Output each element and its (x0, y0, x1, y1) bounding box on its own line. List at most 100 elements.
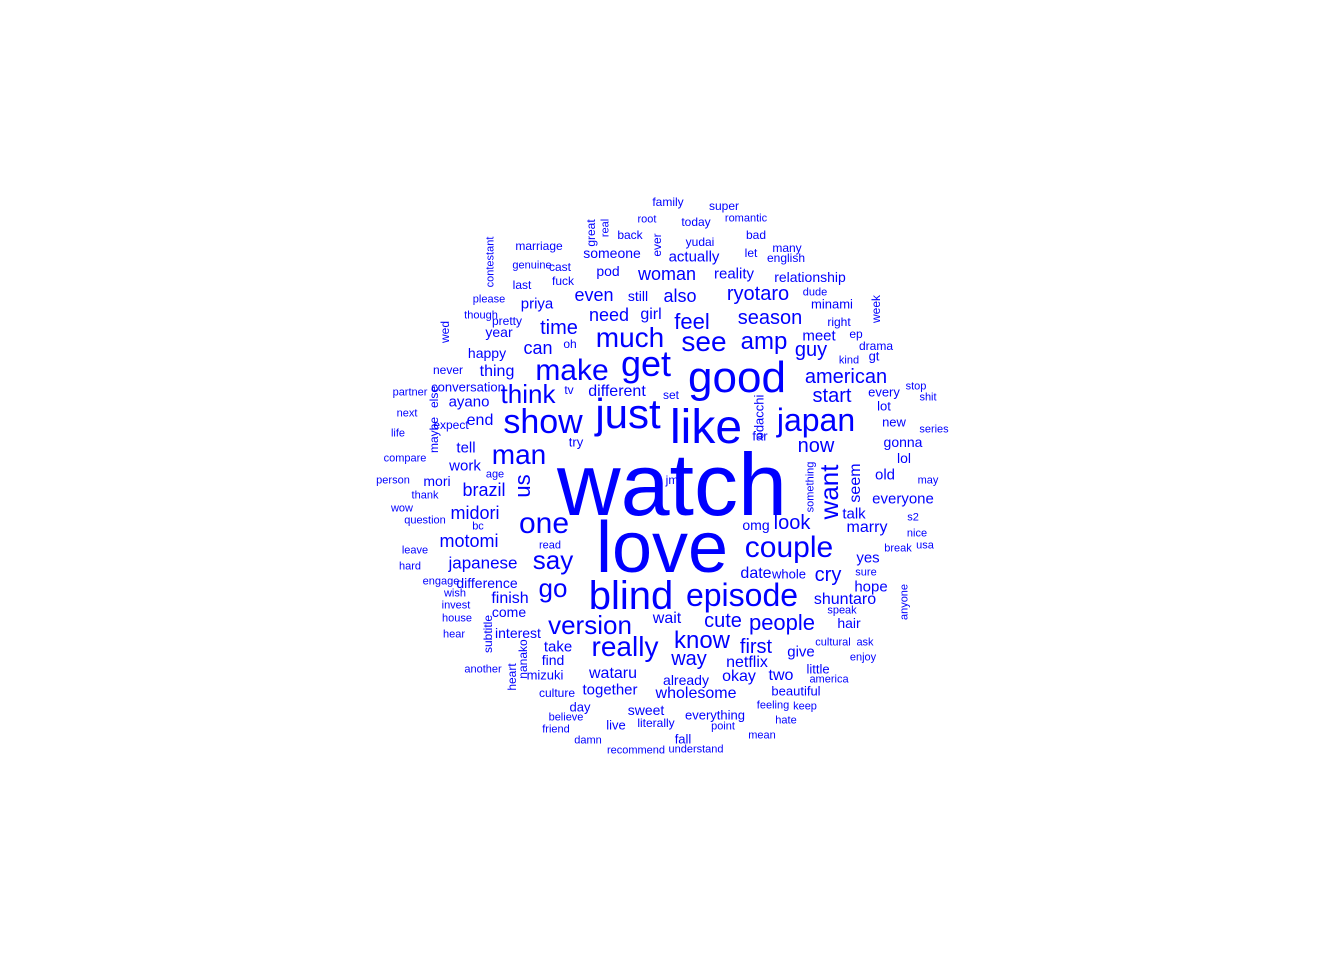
word-brazil: brazil (462, 480, 506, 500)
word-keep: keep (793, 700, 817, 713)
word-know: know (673, 627, 731, 654)
word-stop: stop (905, 380, 927, 393)
word-yudai: yudai (685, 235, 715, 249)
word-sure: sure (855, 566, 877, 579)
word-even: even (574, 285, 614, 305)
word-still: still (627, 288, 649, 304)
word-mean: mean (748, 729, 776, 742)
word-cute: cute (704, 610, 742, 632)
word-japan: japan (776, 402, 856, 438)
word-super: super (708, 199, 740, 213)
word-also: also (663, 286, 697, 306)
word-together: together (582, 681, 638, 699)
word-end: end (466, 412, 494, 429)
word-read: read (538, 539, 562, 552)
word-omg: omg (742, 517, 770, 533)
word-hard: hard (398, 560, 422, 573)
word-gonna: gonna (883, 434, 923, 450)
word-subtitle: subtitle (481, 614, 495, 654)
word-back: back (617, 228, 643, 242)
word-bad: bad (745, 228, 767, 242)
word-america: america (809, 673, 849, 686)
word-man: man (491, 439, 547, 470)
word-literally: literally (637, 716, 675, 730)
word-already: already (663, 672, 709, 688)
word-new: new (882, 414, 906, 430)
word-happy: happy (467, 345, 507, 361)
word-english: english (766, 251, 806, 265)
word-midori: midori (450, 503, 500, 523)
word-girl: girl (640, 306, 662, 323)
word-series: series (919, 423, 949, 436)
word-partner: partner (392, 386, 428, 399)
word-get: get (620, 343, 672, 384)
word-life: life (390, 427, 406, 440)
word-need: need (588, 305, 630, 325)
word-sweet: sweet (627, 702, 665, 718)
word-expect: expect (433, 418, 469, 432)
word-conversation: conversation (431, 379, 505, 395)
word-age: age (485, 468, 505, 481)
word-episode: episode (685, 577, 799, 613)
word-hair: hair (837, 615, 861, 631)
word-like: like (669, 401, 743, 454)
word-tell: tell (456, 439, 476, 457)
word-hear: hear (442, 628, 466, 641)
word-week: week (869, 294, 883, 324)
word-good: good (688, 353, 786, 402)
word-minami: minami (811, 296, 853, 312)
word-relationship: relationship (774, 269, 846, 285)
word-pod: pod (596, 263, 620, 279)
word-can: can (523, 338, 553, 358)
word-okay: okay (722, 668, 756, 685)
word-another: another (464, 663, 502, 676)
word-give: give (787, 643, 815, 661)
word-leave: leave (401, 544, 429, 557)
word-hope: hope (854, 578, 888, 596)
word-everyone: everyone (872, 490, 934, 508)
word-point: point (711, 720, 735, 733)
word-last: last (512, 278, 532, 292)
word-right: right (827, 315, 851, 329)
word-real: real (599, 218, 612, 238)
word-lot: lot (877, 398, 891, 414)
word-something: something (804, 461, 817, 513)
word-old: old (874, 466, 896, 484)
word-jm: jm (665, 473, 679, 487)
word-many: many (772, 241, 802, 255)
word-marry: marry (846, 519, 888, 536)
word-though: though (464, 309, 498, 322)
word-priya: priya (520, 295, 554, 313)
word-never: never (432, 363, 464, 377)
word-bc: bc (472, 520, 484, 533)
word-anyone: anyone (898, 583, 911, 621)
word-house: house (442, 612, 472, 625)
word-cultural: cultural (815, 636, 851, 649)
word-shuntaro: shuntaro (813, 591, 877, 608)
word-show: show (503, 403, 583, 441)
word-couple: couple (744, 531, 834, 564)
word-compare: compare (383, 452, 427, 465)
word-whole: whole (772, 566, 806, 582)
word-damn: damn (574, 734, 602, 747)
word-difference: difference (456, 575, 518, 591)
word-cast: cast (548, 260, 572, 274)
word-genuine: genuine (512, 259, 552, 272)
word-invest: invest (441, 599, 471, 612)
word-next: next (396, 407, 418, 420)
word-heart: heart (505, 663, 519, 691)
word-us: us (510, 474, 535, 498)
word-different: different (588, 383, 646, 400)
word-yes: yes (856, 549, 880, 567)
word-engage: engage (422, 575, 460, 588)
word-nice: nice (906, 527, 928, 540)
word-try: try (568, 434, 584, 450)
word-lol: lol (896, 450, 912, 466)
word-person: person (376, 474, 410, 487)
word-shit: shit (919, 391, 937, 404)
word-date: date (740, 565, 772, 582)
word-hate: hate (775, 714, 797, 727)
word-wed: wed (438, 320, 452, 344)
word-far: far (752, 428, 768, 444)
word-let: let (744, 246, 758, 260)
